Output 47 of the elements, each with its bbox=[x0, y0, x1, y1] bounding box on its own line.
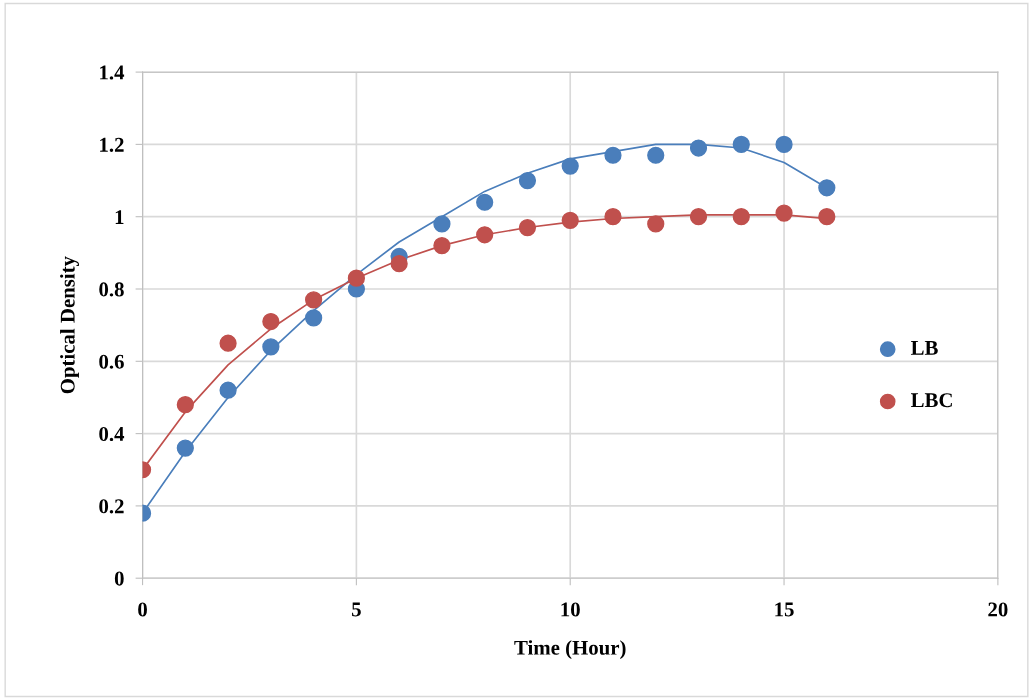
point bbox=[433, 215, 451, 233]
point bbox=[262, 338, 280, 356]
point bbox=[775, 135, 793, 154]
point bbox=[604, 208, 622, 226]
point bbox=[647, 215, 665, 233]
x-tick-label: 0 bbox=[138, 602, 147, 617]
point bbox=[347, 269, 365, 287]
point bbox=[219, 334, 237, 352]
x-tick-label: 10 bbox=[561, 602, 580, 617]
point bbox=[219, 381, 237, 399]
point bbox=[689, 139, 708, 157]
point bbox=[433, 237, 451, 255]
point bbox=[818, 208, 836, 226]
point bbox=[561, 157, 579, 175]
point bbox=[176, 396, 194, 414]
x-tick-label: 5 bbox=[352, 602, 361, 617]
point bbox=[518, 171, 537, 190]
point bbox=[262, 312, 280, 331]
y-tick-label: 0.8 bbox=[99, 282, 124, 297]
point bbox=[518, 218, 537, 237]
point bbox=[476, 226, 494, 244]
legend-label: LBC bbox=[910, 393, 952, 408]
y-tick-label: 0.6 bbox=[99, 354, 124, 369]
y-tick-label: 0.2 bbox=[99, 499, 124, 514]
point bbox=[176, 439, 194, 457]
point bbox=[604, 146, 622, 164]
point bbox=[647, 146, 665, 164]
point bbox=[732, 135, 750, 154]
point bbox=[476, 193, 494, 211]
point bbox=[305, 309, 323, 327]
y-tick-label: 0 bbox=[114, 571, 124, 586]
legend-label: LB bbox=[910, 341, 938, 355]
point bbox=[305, 291, 323, 309]
y-tick-label: 1 bbox=[115, 210, 124, 224]
y-tick-label: 1.2 bbox=[100, 137, 124, 152]
point bbox=[561, 211, 579, 229]
point bbox=[775, 204, 793, 222]
point bbox=[732, 208, 750, 226]
point bbox=[390, 255, 408, 273]
point bbox=[818, 179, 836, 197]
y-tick-label: 1.4 bbox=[100, 65, 125, 80]
point bbox=[689, 208, 708, 226]
y-axis-title: Optical Density bbox=[60, 256, 80, 394]
x-tick-label: 15 bbox=[775, 602, 794, 617]
x-tick-label: 20 bbox=[988, 602, 1008, 617]
x-axis-title: Time (Hour) bbox=[514, 640, 626, 660]
y-tick-label: 0.4 bbox=[99, 426, 125, 442]
